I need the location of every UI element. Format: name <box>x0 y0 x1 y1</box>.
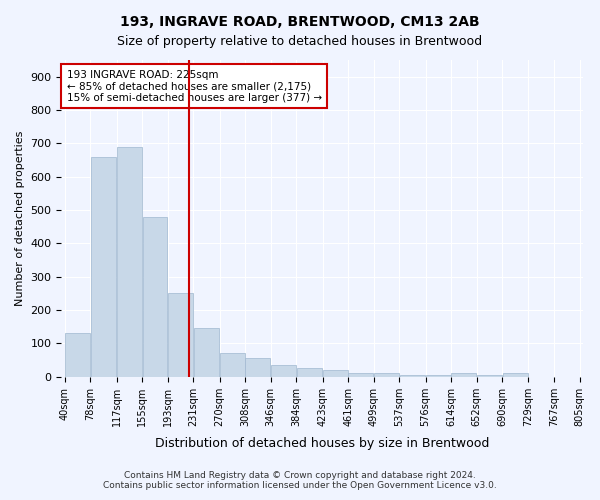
Text: Size of property relative to detached houses in Brentwood: Size of property relative to detached ho… <box>118 35 482 48</box>
Bar <box>271 365 296 377</box>
Bar <box>426 375 451 377</box>
Text: Contains HM Land Registry data © Crown copyright and database right 2024.
Contai: Contains HM Land Registry data © Crown c… <box>103 470 497 490</box>
Bar <box>91 156 116 377</box>
Bar <box>117 146 142 377</box>
Y-axis label: Number of detached properties: Number of detached properties <box>15 130 25 306</box>
Bar <box>349 374 373 377</box>
Text: 193, INGRAVE ROAD, BRENTWOOD, CM13 2AB: 193, INGRAVE ROAD, BRENTWOOD, CM13 2AB <box>120 15 480 29</box>
Bar <box>143 216 167 377</box>
Bar <box>323 370 348 377</box>
Bar <box>194 328 219 377</box>
X-axis label: Distribution of detached houses by size in Brentwood: Distribution of detached houses by size … <box>155 437 490 450</box>
Bar <box>168 294 193 377</box>
Bar <box>220 354 245 377</box>
Bar <box>245 358 271 377</box>
Bar <box>451 374 476 377</box>
Bar <box>65 334 90 377</box>
Bar <box>296 368 322 377</box>
Bar <box>374 374 399 377</box>
Text: 193 INGRAVE ROAD: 225sqm
← 85% of detached houses are smaller (2,175)
15% of sem: 193 INGRAVE ROAD: 225sqm ← 85% of detach… <box>67 70 322 102</box>
Bar <box>477 375 502 377</box>
Bar <box>503 374 528 377</box>
Bar <box>400 375 425 377</box>
